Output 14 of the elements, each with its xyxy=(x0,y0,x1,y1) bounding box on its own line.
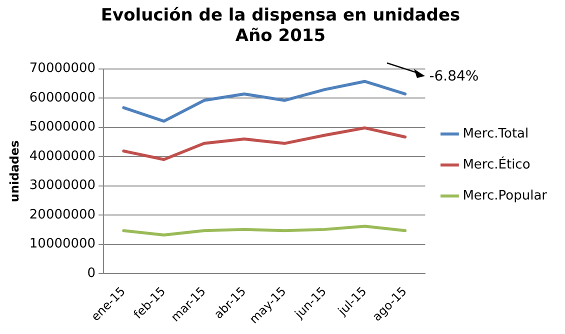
y-tick-label: 50000000 xyxy=(29,120,96,135)
y-axis-title: unidades xyxy=(7,140,22,202)
legend-label: Merc.Total xyxy=(462,126,529,142)
legend-label: Merc.Popular xyxy=(462,188,548,204)
y-tick-label: 60000000 xyxy=(29,90,96,106)
legend-label: Merc.Ético xyxy=(462,155,530,172)
y-tick-label: 10000000 xyxy=(29,236,96,252)
chart-title: Evolución de la dispensa en unidades Año 2015 xyxy=(100,6,460,46)
y-tick-label: 20000000 xyxy=(29,207,96,222)
y-tick-label: 0 xyxy=(87,266,96,281)
y-tick-label: 40000000 xyxy=(29,148,96,164)
y-tick-label: 70000000 xyxy=(29,61,96,76)
y-tick-label: 30000000 xyxy=(29,178,96,194)
text: -6.84% xyxy=(429,68,479,84)
